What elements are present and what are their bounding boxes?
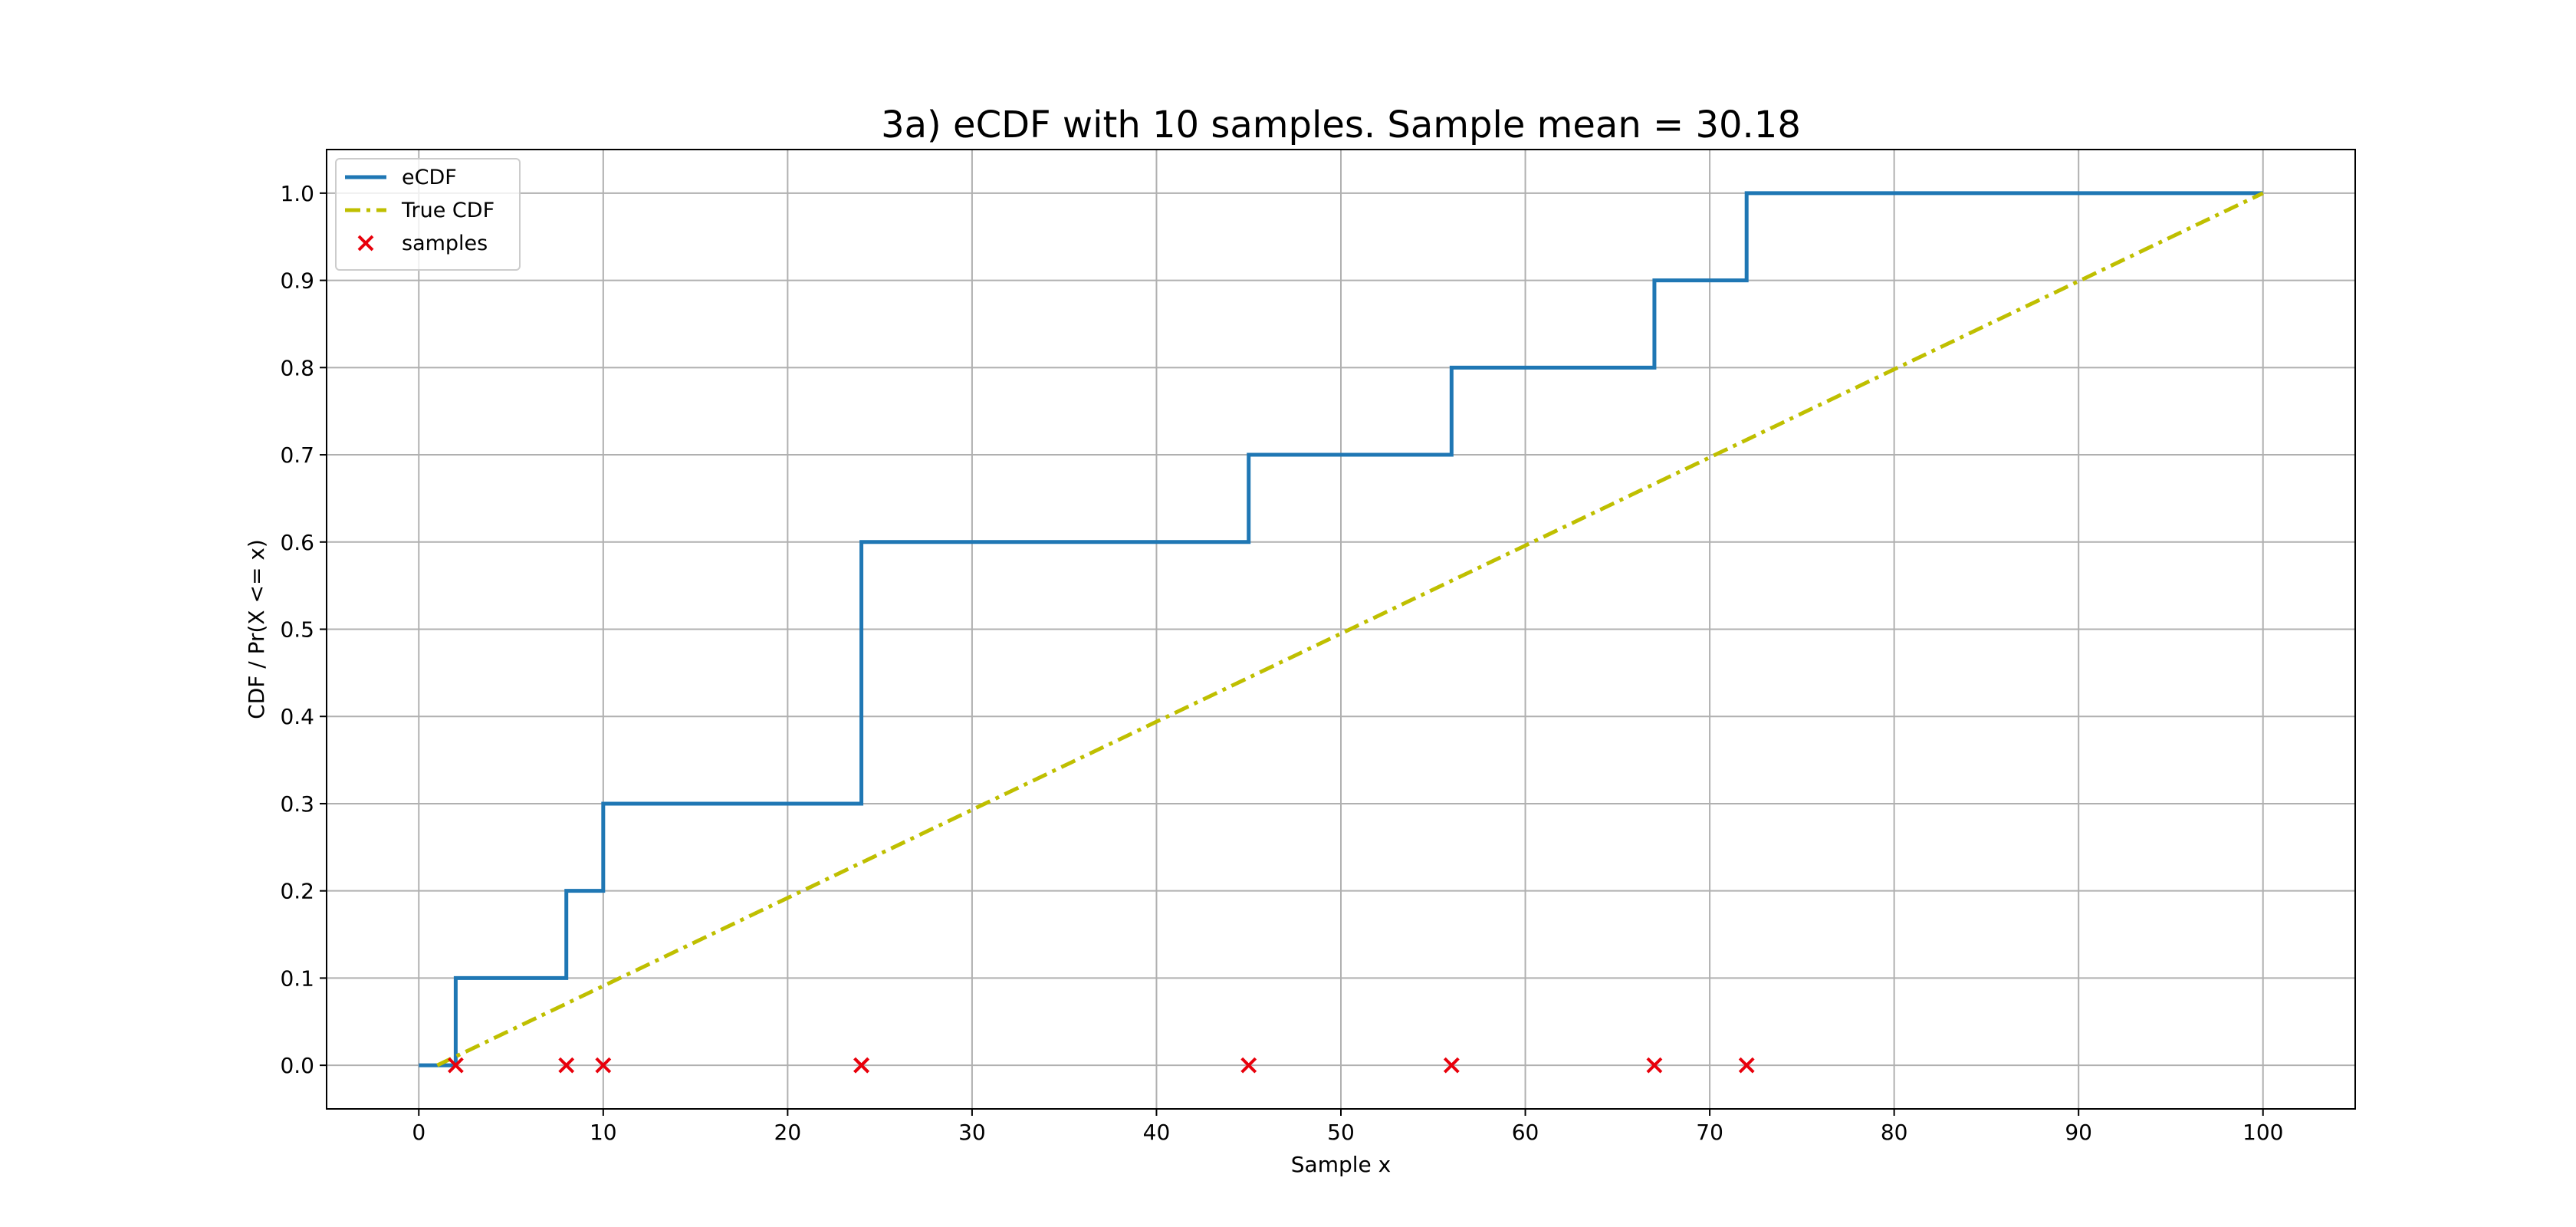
x-tick-label: 70: [1696, 1120, 1723, 1145]
sample-marker: [1738, 1057, 1755, 1074]
marker-stroke: [447, 1057, 464, 1074]
plot-series: [419, 191, 2264, 1074]
y-tick-label: 0.2: [280, 879, 314, 904]
ecdf-line: [419, 191, 2263, 1067]
x-tick-label: 30: [958, 1120, 986, 1145]
sample-marker: [595, 1057, 612, 1074]
chart-title: 3a) eCDF with 10 samples. Sample mean = …: [881, 104, 1801, 146]
x-tick-label: 100: [2242, 1120, 2283, 1145]
marker-stroke: [1443, 1057, 1460, 1074]
legend-label: samples: [402, 232, 488, 255]
y-tick-label: 1.0: [280, 181, 314, 206]
y-axis-label: CDF / Pr(X <= x): [244, 539, 269, 719]
marker-stroke: [1646, 1057, 1663, 1074]
legend-item: samples: [357, 232, 488, 255]
y-tick-label: 0.9: [280, 268, 314, 294]
x-tick-label: 40: [1143, 1120, 1171, 1145]
marker-stroke: [1738, 1057, 1755, 1074]
legend-item: True CDF: [345, 199, 495, 222]
legend-marker: [357, 235, 374, 252]
x-tick-label: 60: [1512, 1120, 1539, 1145]
x-tick-label: 20: [774, 1120, 802, 1145]
marker-stroke: [357, 235, 374, 252]
marker-stroke: [1240, 1057, 1257, 1074]
marker-stroke: [558, 1057, 575, 1074]
y-tick-label: 0.8: [280, 355, 314, 380]
sample-marker: [1646, 1057, 1663, 1074]
x-tick-label: 90: [2065, 1120, 2092, 1145]
sample-marker: [1443, 1057, 1460, 1074]
grid-lines: [327, 150, 2355, 1109]
x-tick-label: 80: [1881, 1120, 1908, 1145]
y-tick-label: 0.7: [280, 442, 314, 468]
y-tick-label: 0.3: [280, 791, 314, 817]
axis-ticks: 0 10 20 30 40 50 60 70 80 90 100 0.0 0.1 0.2 0.3 0.4 0.5…: [280, 181, 2283, 1145]
marker-stroke: [853, 1057, 869, 1074]
y-tick-label: 0.4: [280, 704, 314, 729]
x-axis-label: Sample x: [1291, 1152, 1391, 1177]
true-cdf-line: [436, 191, 2264, 1067]
y-tick-label: 0.5: [280, 617, 314, 643]
y-tick-label: 0.1: [280, 965, 314, 991]
sample-marker: [558, 1057, 575, 1074]
sample-marker: [1240, 1057, 1257, 1074]
y-tick-label: 0.0: [280, 1053, 314, 1078]
legend-item: eCDF: [345, 166, 457, 189]
legend: eCDF True CDF samples: [335, 158, 521, 271]
sample-marker: [853, 1057, 869, 1074]
sample-marker: [447, 1057, 464, 1074]
x-tick-label: 10: [590, 1120, 617, 1145]
legend-label: eCDF: [402, 166, 457, 189]
legend-box: [335, 158, 521, 271]
x-tick-label: 0: [412, 1120, 426, 1145]
x-tick-label: 50: [1327, 1120, 1355, 1145]
marker-stroke: [595, 1057, 612, 1074]
legend-label: True CDF: [401, 199, 495, 222]
y-tick-label: 0.6: [280, 530, 314, 555]
